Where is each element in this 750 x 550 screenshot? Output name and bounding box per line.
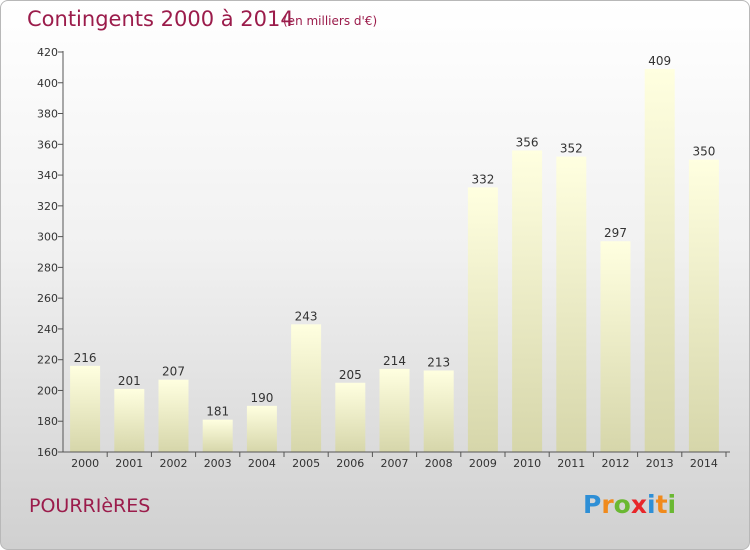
x-tick-label: 2007 — [381, 457, 409, 470]
data-label: 205 — [339, 368, 362, 382]
labels-layer: 2000 216 2001 201 2002 207 2003 181 2004 190 2005 2… — [71, 54, 718, 470]
y-tick-label: 220 — [37, 354, 58, 367]
data-label: 332 — [471, 172, 494, 186]
logo-letter: r — [601, 490, 614, 519]
y-tick-label: 400 — [37, 77, 58, 90]
y-tick-label: 180 — [37, 415, 58, 428]
y-tick-label: 280 — [37, 261, 58, 274]
bars-layer — [70, 68, 719, 452]
y-tick-label: 300 — [37, 231, 58, 244]
x-tick-label: 2009 — [469, 457, 497, 470]
y-tick-label: 380 — [37, 108, 58, 121]
y-tick-label: 160 — [37, 446, 58, 459]
y-tick-label: 260 — [37, 292, 58, 305]
x-tick-label: 2008 — [425, 457, 453, 470]
data-label: 216 — [74, 351, 97, 365]
y-tick-label: 240 — [37, 323, 58, 336]
x-tick-label: 2002 — [160, 457, 188, 470]
bar-2001 — [114, 388, 145, 452]
logo-letter: i — [647, 490, 656, 519]
bar-2010 — [512, 150, 543, 452]
bar-2012 — [600, 241, 631, 452]
data-label: 352 — [560, 142, 583, 156]
bar-2004 — [246, 405, 277, 452]
logo-letter: x — [630, 490, 647, 519]
bar-2005 — [291, 324, 322, 452]
proxiti-logo: Proxiti — [583, 490, 676, 519]
data-label: 297 — [604, 226, 627, 240]
data-label: 213 — [427, 355, 450, 369]
x-tick-label: 2011 — [557, 457, 585, 470]
x-tick-label: 2000 — [71, 457, 99, 470]
axis-layer: 160 180 200 220 240 260 280 300 320 340 360 380 400 4… — [37, 46, 730, 459]
x-tick-label: 2003 — [204, 457, 232, 470]
bar-2008 — [423, 370, 454, 452]
logo-letter: o — [613, 490, 631, 519]
bar-2014 — [688, 159, 719, 452]
x-tick-label: 2013 — [646, 457, 674, 470]
bar-2003 — [202, 419, 233, 452]
x-tick-label: 2006 — [336, 457, 364, 470]
data-label: 207 — [162, 365, 185, 379]
logo-letter: i — [667, 490, 677, 519]
x-tick-label: 2005 — [292, 457, 320, 470]
bar-2002 — [158, 379, 189, 452]
bar-2000 — [70, 365, 101, 452]
bar-2007 — [379, 368, 410, 452]
logo-letter: P — [583, 490, 602, 519]
data-label: 190 — [250, 391, 273, 405]
chart-title: Contingents 2000 à 2014 — [27, 7, 294, 31]
x-tick-label: 2010 — [513, 457, 541, 470]
bar-2006 — [335, 382, 366, 452]
y-tick-label: 320 — [37, 200, 58, 213]
y-tick-label: 200 — [37, 384, 58, 397]
data-label: 350 — [692, 145, 715, 159]
bar-2013 — [644, 68, 675, 452]
logo-letter: t — [655, 490, 668, 519]
bar-2011 — [556, 156, 587, 452]
place-name: POURRIèRES — [29, 495, 151, 517]
data-label: 201 — [118, 374, 141, 388]
y-tick-label: 420 — [37, 46, 58, 59]
data-label: 181 — [206, 405, 229, 419]
x-tick-label: 2004 — [248, 457, 276, 470]
x-tick-label: 2001 — [115, 457, 143, 470]
x-tick-label: 2014 — [690, 457, 718, 470]
data-label: 409 — [648, 54, 671, 68]
bar-2009 — [467, 187, 498, 452]
chart-subtitle: (en milliers d'€) — [283, 14, 378, 28]
data-label: 356 — [516, 135, 539, 149]
y-tick-label: 340 — [37, 169, 58, 182]
data-label: 214 — [383, 354, 406, 368]
data-label: 243 — [295, 309, 318, 323]
x-tick-label: 2012 — [602, 457, 630, 470]
y-tick-label: 360 — [37, 138, 58, 151]
